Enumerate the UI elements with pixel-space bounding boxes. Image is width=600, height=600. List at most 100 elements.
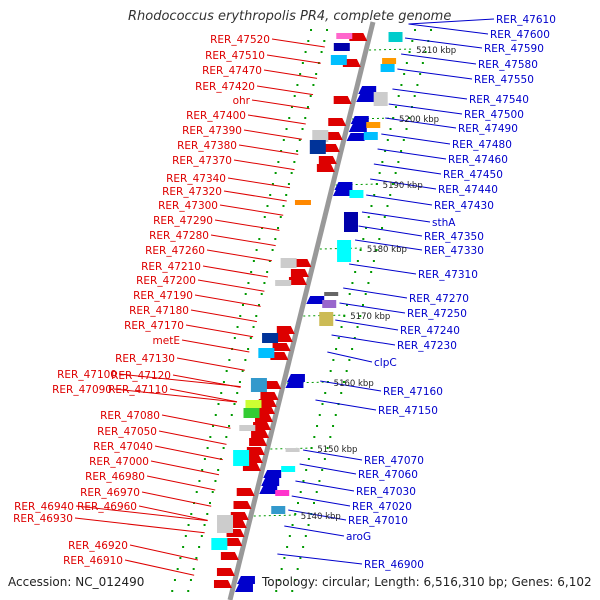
gene-block (373, 92, 388, 106)
gene-label-left: RER_46940 (14, 501, 74, 513)
tick-dot (250, 271, 253, 273)
gene-block (262, 333, 279, 343)
tick-dot (209, 436, 212, 438)
leader-line-right (408, 23, 489, 35)
gene-label-right: sthA (432, 217, 456, 229)
tick-dot (381, 227, 384, 229)
tick-dot (225, 436, 228, 438)
leader-line-right (295, 480, 355, 492)
tick-dot (321, 403, 324, 405)
tick-dot (419, 73, 422, 75)
leader-line-left (154, 445, 223, 461)
reverse-gene-arrow (216, 568, 235, 576)
gene-block (389, 28, 404, 34)
tick-dot (302, 480, 305, 482)
tick-dot (291, 524, 294, 526)
tick-dot (222, 447, 225, 449)
tick-dot (320, 51, 323, 53)
reverse-gene-arrow (324, 132, 343, 140)
gene-label-left: RER_47380 (177, 140, 237, 152)
tick-dot (367, 282, 370, 284)
forward-gene-arrow (306, 296, 325, 304)
gene-block (233, 450, 250, 466)
reverse-gene-arrow (236, 488, 255, 496)
tick-dot (212, 425, 215, 427)
leader-line-right (335, 319, 399, 331)
reverse-gene-arrow (260, 392, 279, 400)
tick-dot (312, 84, 315, 86)
reverse-gene-arrow (213, 580, 232, 588)
tick-dot (421, 62, 424, 64)
gene-label-left: RER_47000 (89, 456, 149, 468)
gene-label-left: RER_47080 (100, 410, 160, 422)
gene-block (333, 43, 350, 51)
leader-line-right (354, 239, 423, 251)
gene-label-left: RER_46920 (68, 540, 128, 552)
gene-label-right: RER_47430 (434, 200, 494, 212)
gene-label-right: RER_47550 (474, 74, 534, 86)
tick-dot (176, 568, 179, 570)
tick-dot (301, 62, 304, 64)
tick-dot (356, 326, 359, 328)
gene-label-right: RER_47230 (397, 340, 457, 352)
tick-dot (211, 491, 214, 493)
tick-dot (340, 392, 343, 394)
tick-dot (348, 359, 351, 361)
gene-label-left: RER_47280 (149, 230, 209, 242)
tick-dot (414, 29, 417, 31)
tick-dot (299, 491, 302, 493)
reverse-gene-arrow (333, 96, 352, 104)
tick-dot (217, 469, 220, 471)
tick-dot (362, 238, 365, 240)
leader-line-left (247, 114, 306, 125)
gene-label-right: RER_47150 (378, 405, 438, 417)
gene-label-left: RER_47180 (129, 305, 189, 317)
tick-dot (203, 458, 206, 460)
tick-dot (397, 95, 400, 97)
tick-dot (274, 172, 277, 174)
scale-marker-label: 5210 kbp (416, 46, 456, 56)
tick-dot (326, 29, 329, 31)
leader-line-right (303, 449, 363, 461)
tick-dot (288, 117, 291, 119)
scale-tick (369, 48, 415, 51)
tick-dot (247, 282, 250, 284)
tick-dot (411, 40, 414, 42)
leader-line-left (251, 99, 310, 110)
gene-label-right: RER_47330 (424, 245, 484, 257)
tick-dot (386, 139, 389, 141)
gene-label-left: RER_47510 (205, 50, 265, 62)
scale-marker-label: 5170 kbp (350, 312, 390, 322)
gene-label-right: RER_47310 (418, 269, 478, 281)
tick-dot (345, 304, 348, 306)
gene-label-right: RER_47500 (464, 109, 524, 121)
gene-label-left: RER_47110 (108, 384, 168, 396)
forward-gene-arrow (356, 94, 375, 102)
tick-dot (255, 249, 258, 251)
tick-dot (222, 381, 225, 383)
tick-dot (238, 381, 241, 383)
tick-dot (266, 205, 269, 207)
gene-label-left: RER_47130 (115, 353, 175, 365)
gene-label-right: RER_47020 (352, 501, 412, 513)
tick-dot (351, 282, 354, 284)
tick-dot (299, 557, 302, 559)
reverse-gene-arrow (321, 144, 340, 152)
gene-block (271, 506, 286, 514)
leader-line-right (288, 509, 347, 521)
leader-line-left (266, 54, 321, 64)
gene-block (294, 200, 311, 205)
tick-dot (402, 139, 405, 141)
scale-marker-label: 5150 kbp (317, 445, 357, 455)
scale-marker-label: 5140 kbp (301, 512, 341, 522)
tick-dot (277, 579, 280, 581)
tick-dot (394, 106, 397, 108)
reverse-gene-arrow (316, 164, 335, 172)
gene-label-right: RER_47580 (478, 59, 538, 71)
gene-label-left: RER_47290 (153, 215, 213, 227)
leader-line-left (113, 388, 238, 403)
gene-block (337, 240, 352, 262)
tick-dot (198, 480, 201, 482)
tick-dot (335, 348, 338, 350)
